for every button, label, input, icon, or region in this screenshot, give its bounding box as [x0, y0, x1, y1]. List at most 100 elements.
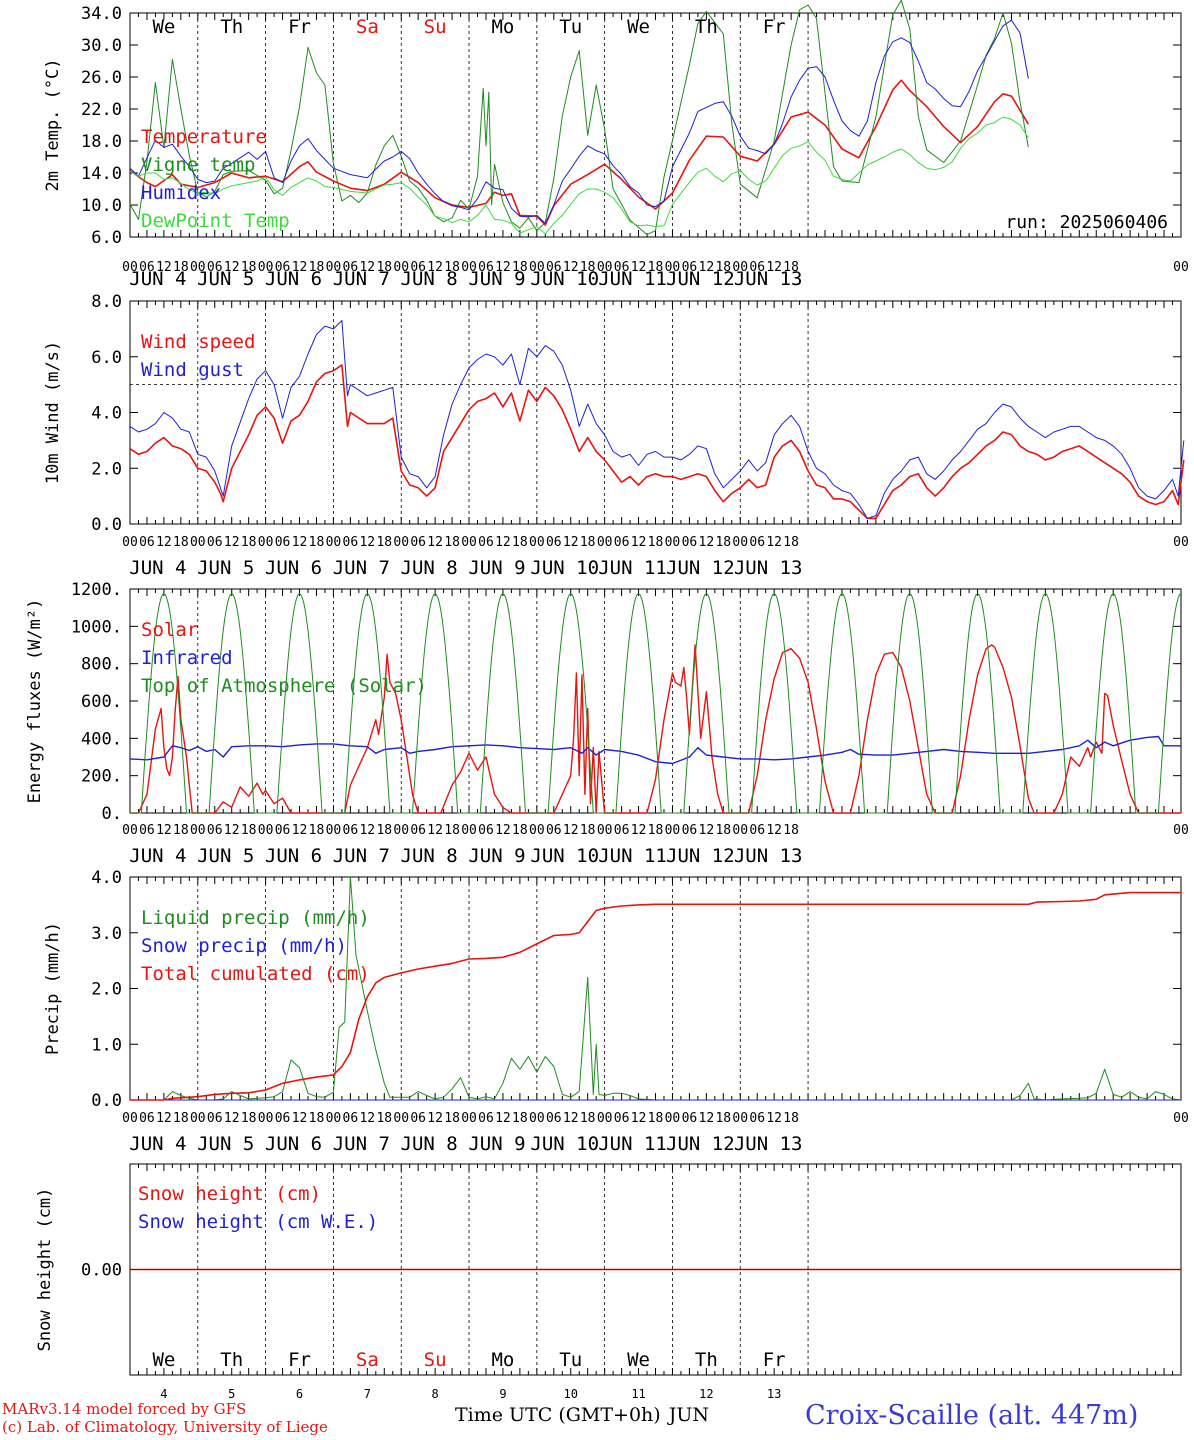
hour-tick-label: 12 [766, 260, 782, 275]
hour-tick-label: 00 [529, 1111, 545, 1126]
date-label: JUN 13 [734, 1133, 803, 1155]
hour-tick-label: 00 [190, 823, 206, 838]
hour-tick-label: 18 [512, 260, 528, 275]
hour-tick-label: 06 [410, 535, 426, 550]
hour-tick-label: 18 [241, 823, 257, 838]
day-name: Th [220, 16, 243, 38]
day-name: Th [695, 1349, 718, 1371]
hour-tick-label: 18 [648, 1111, 664, 1126]
hour-tick-label: 12 [359, 823, 375, 838]
hour-tick-label: 06 [546, 260, 562, 275]
y-tick-label: 26.0 [81, 68, 122, 88]
hour-tick-label: 00 [665, 1111, 681, 1126]
hour-tick-label: 06 [614, 1111, 630, 1126]
day-name: Tu [559, 16, 582, 38]
hour-tick-label: 18 [444, 535, 460, 550]
legend-snow-precip-mm-h-: Snow precip (mm/h) [141, 935, 347, 957]
date-label: JUN 10 [530, 268, 599, 290]
series-solar [130, 644, 1181, 814]
x-axis-title: Time UTC (GMT+0h) JUN [455, 1404, 709, 1426]
day-name: Fr [763, 16, 786, 38]
x-axis-label: Time UTC (GMT+0h) [455, 1404, 661, 1426]
hour-tick-label: 12 [631, 260, 647, 275]
hour-tick-label: 06 [139, 823, 155, 838]
hour-tick-label: 12 [427, 1111, 443, 1126]
hour-tick-label: 00 [393, 1111, 409, 1126]
hour-tick-label: 12 [631, 535, 647, 550]
date-label: JUN 6 [265, 268, 322, 290]
hour-tick-label: 18 [241, 260, 257, 275]
hour-tick-label: 00 [597, 823, 613, 838]
hour-tick-label: 00 [258, 260, 274, 275]
hour-tick-label: 12 [292, 1111, 308, 1126]
hour-tick-label: 06 [682, 823, 698, 838]
hour-tick-label: 18 [376, 535, 392, 550]
hour-tick-label: 18 [715, 260, 731, 275]
y-tick-label: 2.0 [91, 459, 122, 479]
hour-tick-label: 18 [783, 535, 799, 550]
hour-tick-label: 18 [444, 1111, 460, 1126]
hour-tick-label: 06 [275, 1111, 291, 1126]
bottom-date-label: 12 [699, 1387, 713, 1401]
date-label: JUN 11 [598, 1133, 667, 1155]
date-label: JUN 6 [265, 1133, 322, 1155]
date-label: JUN 6 [265, 845, 322, 867]
hour-tick-label: 06 [682, 535, 698, 550]
hour-tick-label: 12 [631, 1111, 647, 1126]
hour-tick-label: 18 [648, 823, 664, 838]
hour-tick-label: 06 [614, 823, 630, 838]
hour-tick-label: 06 [478, 535, 494, 550]
model-credit: MARv3.14 model forced by GFS (c) Lab. of… [2, 1400, 328, 1436]
hour-tick-label: 06 [207, 823, 223, 838]
date-label: JUN 4 [129, 557, 186, 579]
hour-tick-label: 18 [376, 1111, 392, 1126]
date-label: JUN 8 [401, 268, 458, 290]
legend-temperature: Temperature [141, 126, 267, 148]
hour-tick-label: 06 [343, 1111, 359, 1126]
hour-tick-label: 12 [495, 823, 511, 838]
day-name: Mo [491, 16, 514, 38]
hour-tick-label: 06 [749, 260, 765, 275]
date-label: JUN 13 [734, 557, 803, 579]
legend-infrared: Infrared [141, 647, 233, 669]
bottom-date-label: 10 [564, 1387, 578, 1401]
hour-tick-label: 06 [275, 260, 291, 275]
hour-tick-label: 06 [546, 535, 562, 550]
date-label: JUN 9 [468, 557, 525, 579]
hour-tick-label: 06 [139, 1111, 155, 1126]
hour-tick-label: 12 [631, 823, 647, 838]
hour-tick-label: 06 [207, 260, 223, 275]
bottom-date-label: 5 [228, 1387, 235, 1401]
y-tick-label: 6.0 [91, 228, 122, 248]
bottom-date-label: 4 [160, 1387, 167, 1401]
y-axis-title: Energy fluxes (W/m²) [25, 599, 45, 804]
hour-tick-label: 00 [326, 260, 342, 275]
hour-tick-label: 12 [427, 535, 443, 550]
model-credit-line-2: (c) Lab. of Climatology, University of L… [2, 1418, 328, 1436]
hour-tick-label: 12 [699, 823, 715, 838]
hour-tick-label: 00 [665, 823, 681, 838]
hour-tick-label: 06 [343, 535, 359, 550]
hour-tick-label: 06 [546, 1111, 562, 1126]
hour-tick-label: 12 [156, 260, 172, 275]
date-label: JUN 9 [468, 845, 525, 867]
day-name: Mo [491, 1349, 514, 1371]
hour-tick-label: 00 [1173, 823, 1189, 838]
hour-tick-label: 00 [326, 823, 342, 838]
date-label: JUN 4 [129, 1133, 186, 1155]
hour-tick-label: 00 [529, 260, 545, 275]
hour-tick-label: 12 [495, 1111, 511, 1126]
legend-solar: Solar [141, 619, 198, 641]
hour-tick-label: 06 [682, 260, 698, 275]
legend-wind-speed: Wind speed [141, 331, 255, 353]
hour-tick-label: 18 [309, 1111, 325, 1126]
hour-tick-label: 00 [461, 260, 477, 275]
hour-tick-label: 18 [173, 823, 189, 838]
y-tick-label: 0.0 [91, 1091, 122, 1111]
y-tick-label: 3.0 [91, 924, 122, 944]
date-label: JUN 5 [197, 845, 254, 867]
date-label: JUN 11 [598, 845, 667, 867]
y-tick-label: 0. [102, 804, 122, 824]
panel-5: 0.00 Snow height (cm) Snow height (cm) Snow… [35, 1163, 1182, 1401]
